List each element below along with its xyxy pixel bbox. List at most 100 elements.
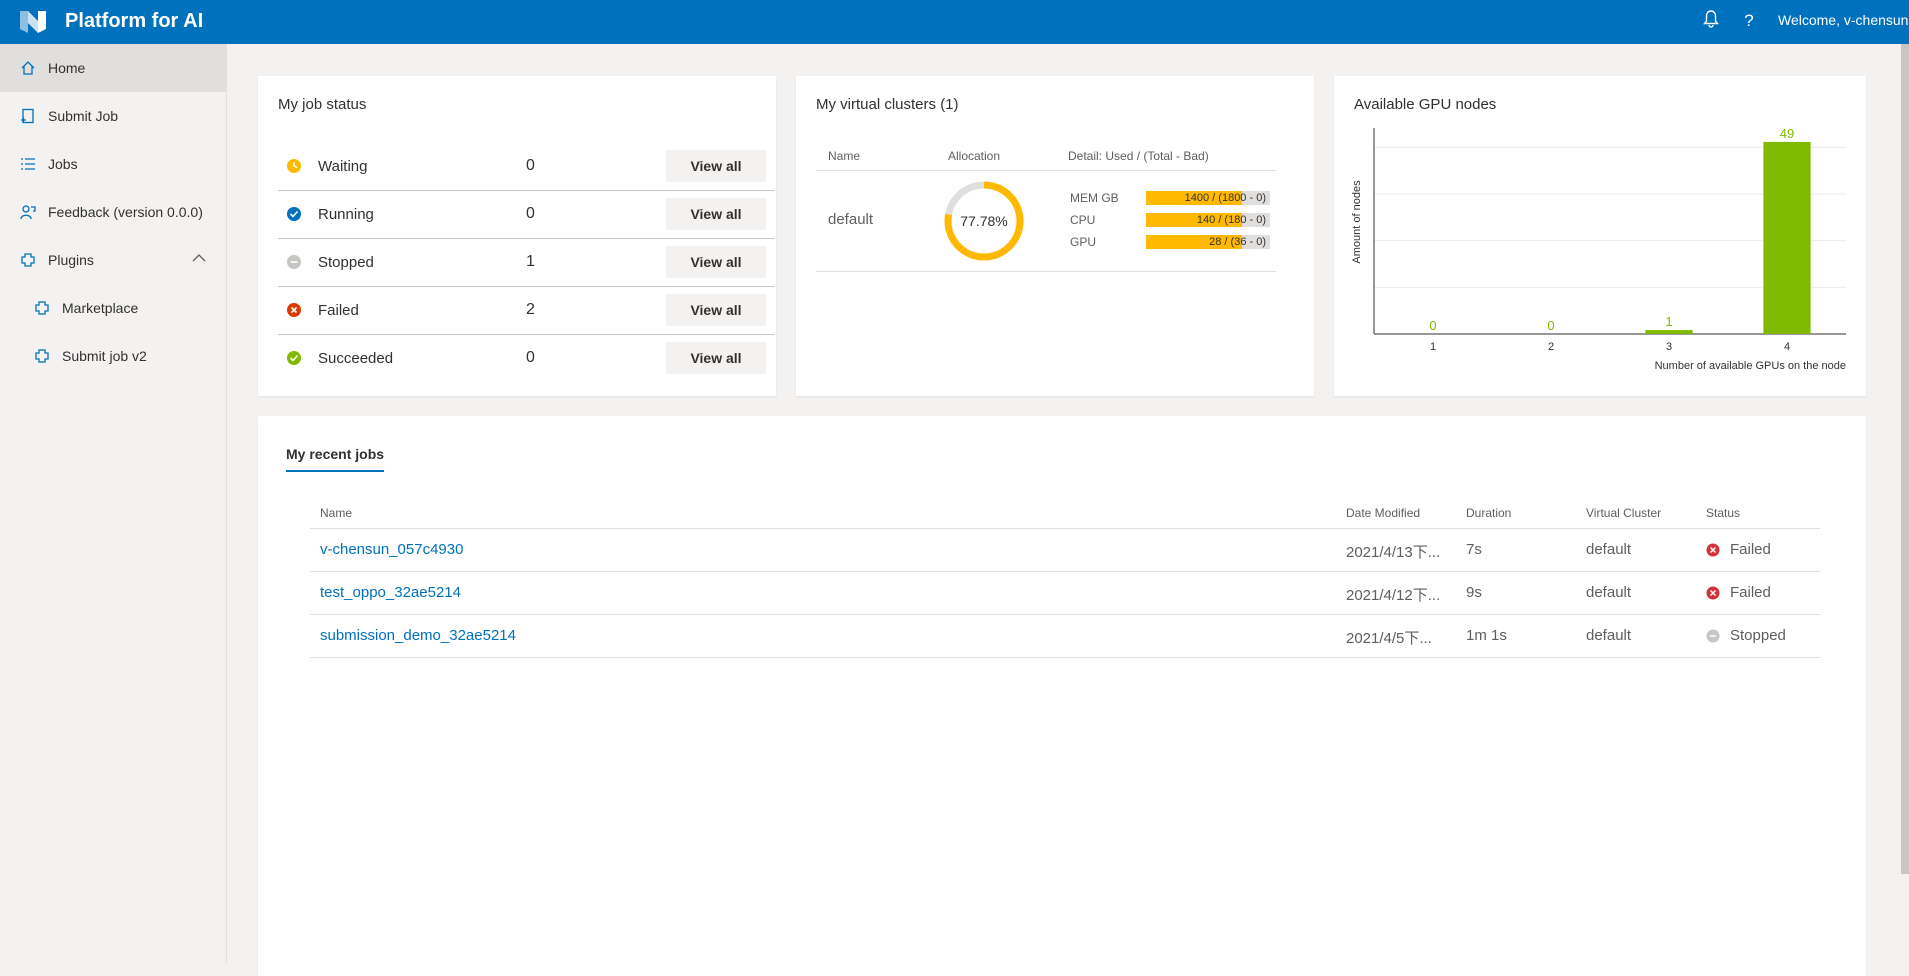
recent-jobs-card: My recent jobs Name Date Modified Durati… (258, 416, 1866, 976)
job-date-modified: 2021/4/5下... (1346, 630, 1432, 647)
status-count: 0 (526, 349, 535, 366)
vc-table-header: Name Allocation Detail: Used / (Total - … (816, 140, 1276, 171)
table-row[interactable]: test_oppo_32ae5214 2021/4/12下... 9s default… (310, 572, 1820, 615)
view-all-button[interactable]: View all (666, 150, 766, 182)
view-all-button[interactable]: View all (666, 294, 766, 326)
sidebar-item-label: Feedback (version 0.0.0) (48, 204, 203, 220)
stopped-icon (1706, 629, 1720, 643)
bar-4 (1763, 141, 1811, 334)
bell-icon[interactable] (1700, 10, 1722, 32)
plugin-icon (32, 298, 52, 318)
table-row[interactable]: v-chensun_057c4930 2021/4/13下... 7s default… (310, 529, 1820, 572)
column-header-virtual-cluster[interactable]: Virtual Cluster (1586, 506, 1662, 520)
status-row-stopped: Stopped 1 View all (278, 238, 774, 287)
column-header-detail: Detail: Used / (Total - Bad) (1068, 149, 1209, 163)
failed-icon (1706, 586, 1720, 600)
job-virtual-cluster: default (1586, 627, 1632, 644)
job-date-modified: 2021/4/12下... (1346, 587, 1441, 604)
sidebar-item-label: Plugins (48, 252, 94, 268)
gpu-nodes-card: Available GPU nodes 0 1 0 2 1 3 49 4 Number of a… (1334, 76, 1866, 396)
sidebar-item-label: Submit job v2 (62, 348, 147, 364)
resource-bar-fill (1146, 191, 1243, 205)
sidebar-item-submit-job-v2[interactable]: Submit job v2 (0, 332, 226, 380)
succeeded-status-icon (287, 351, 301, 365)
tab-my-recent-jobs[interactable]: My recent jobs (286, 446, 385, 472)
column-header-name[interactable]: Name (320, 506, 353, 520)
plugin-icon (18, 250, 38, 270)
sidebar-item-submit-job[interactable]: Submit Job (0, 92, 226, 140)
card-title: My job status (278, 96, 367, 113)
resource-bar-fill (1146, 213, 1243, 227)
status-row-failed: Failed 2 View all (278, 286, 774, 335)
job-name-link[interactable]: v-chensun_057c4930 (320, 541, 464, 558)
resource-bar-fill (1146, 235, 1243, 249)
submit-job-icon (18, 106, 38, 126)
status-count: 0 (526, 157, 535, 174)
resource-bar: 140 / (180 - 0) (1146, 213, 1270, 227)
sidebar-item-label: Jobs (48, 156, 78, 172)
platform-logo-icon (20, 11, 46, 33)
chevron-up-icon[interactable] (192, 253, 206, 263)
view-all-button[interactable]: View all (666, 246, 766, 278)
resource-bar: 28 / (36 - 0) (1146, 235, 1270, 249)
job-name-link[interactable]: submission_demo_32ae5214 (320, 627, 516, 644)
column-header-status[interactable]: Status (1706, 506, 1741, 520)
home-icon (18, 58, 38, 78)
sidebar-item-feedback[interactable]: Feedback (version 0.0.0) (0, 188, 226, 236)
view-all-button[interactable]: View all (666, 342, 766, 374)
resource-value: 28 / (36 - 0) (1209, 236, 1266, 248)
job-status-card: My job status Waiting 0 View all Running 0 Vi… (258, 76, 776, 396)
sidebar-item-plugins[interactable]: Plugins (0, 236, 226, 284)
view-all-button[interactable]: View all (666, 198, 766, 230)
jobs-list-icon (18, 154, 38, 174)
sidebar-item-home[interactable]: Home (0, 44, 226, 92)
job-date-modified: 2021/4/13下... (1346, 544, 1441, 561)
status-count: 2 (526, 301, 535, 318)
job-virtual-cluster: default (1586, 584, 1632, 601)
vc-row[interactable]: default 77.78% MEM GB 1400 / (1800 - 0) CP… (816, 171, 1276, 272)
virtual-clusters-card: My virtual clusters (1) Name Allocation … (796, 76, 1314, 396)
job-virtual-cluster: default (1586, 541, 1632, 558)
column-header-allocation: Allocation (948, 149, 1001, 163)
sidebar-item-jobs[interactable]: Jobs (0, 140, 226, 188)
help-icon[interactable]: ? (1744, 11, 1754, 30)
job-duration: 7s (1466, 541, 1482, 558)
bar-data-label: 1 (1665, 314, 1672, 329)
card-title: Available GPU nodes (1354, 96, 1497, 113)
gpu-bar-chart: 0 1 0 2 1 3 49 4 Number of available GPUs on the… (1351, 126, 1846, 372)
resource-label: CPU (1070, 213, 1096, 227)
table-row[interactable]: submission_demo_32ae5214 2021/4/5下... 1m 1… (310, 615, 1820, 658)
x-tick-label: 1 (1430, 341, 1436, 353)
status-label: Succeeded (318, 349, 394, 367)
resource-value: 140 / (180 - 0) (1196, 214, 1266, 226)
job-duration: 9s (1466, 584, 1482, 601)
running-status-icon (287, 207, 301, 221)
failed-status-icon (287, 303, 301, 317)
welcome-user-label[interactable]: Welcome, v-chensun (1778, 12, 1909, 28)
column-header-date-modified[interactable]: Date Modified (1346, 506, 1421, 520)
plugin-icon (32, 346, 52, 366)
column-header-duration[interactable]: Duration (1466, 506, 1512, 520)
job-status: Stopped (1730, 627, 1786, 644)
sidebar-item-label: Submit Job (48, 108, 119, 124)
waiting-status-icon (287, 159, 301, 173)
status-count: 1 (526, 253, 535, 270)
x-tick-label: 3 (1666, 341, 1672, 353)
x-tick-label: 2 (1548, 341, 1554, 353)
page-scrollbar[interactable] (1901, 44, 1909, 874)
bar-3 (1645, 330, 1693, 334)
status-label: Running (318, 205, 374, 223)
stopped-status-icon (287, 255, 301, 269)
status-count: 0 (526, 205, 535, 222)
sidebar-item-marketplace[interactable]: Marketplace (0, 284, 226, 332)
job-status: Failed (1730, 584, 1771, 601)
status-label: Failed (318, 301, 359, 319)
status-row-succeeded: Succeeded 0 View all (278, 334, 774, 382)
y-axis-label: Amount of nodes (1351, 180, 1363, 264)
vc-name[interactable]: default (828, 211, 874, 228)
status-label: Waiting (318, 157, 368, 175)
job-status: Failed (1730, 541, 1771, 558)
job-name-link[interactable]: test_oppo_32ae5214 (320, 584, 461, 601)
main-content: My job status Waiting 0 View all Running 0 Vi… (227, 44, 1909, 976)
app-title[interactable]: Platform for AI (65, 10, 204, 32)
